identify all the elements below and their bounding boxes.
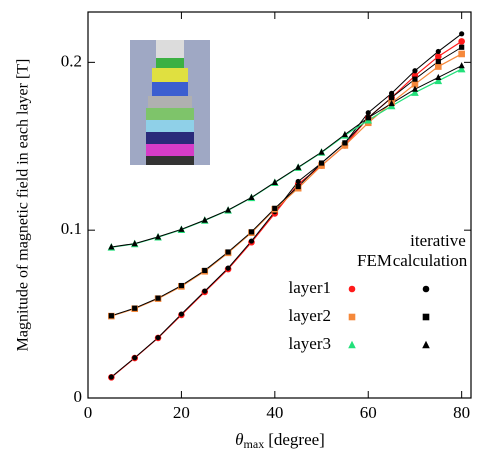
legend-fem-header: FEM — [357, 251, 392, 270]
fem-point — [435, 53, 442, 60]
inset-image — [130, 40, 210, 165]
x-label-subscript: max — [244, 437, 265, 451]
x-tick-label: 20 — [173, 403, 190, 422]
y-tick-label: 0.2 — [61, 51, 82, 70]
iterative-point — [109, 374, 114, 379]
iterative-point — [459, 45, 464, 50]
iterative-point — [249, 238, 254, 243]
fem-point — [458, 51, 465, 58]
iterative-point — [342, 140, 347, 145]
x-tick-label: 60 — [360, 403, 377, 422]
iterative-point — [319, 160, 324, 165]
fem-point — [458, 38, 465, 45]
iterative-point — [459, 62, 465, 68]
iterative-point — [436, 59, 441, 64]
legend-label: layer1 — [289, 278, 331, 297]
legend-iterative-header: iterative — [410, 231, 466, 250]
x-tick-label: 40 — [266, 403, 283, 422]
fem-point — [435, 63, 442, 70]
iterative-point — [155, 335, 160, 340]
iterative-point — [179, 311, 184, 316]
iterative-point — [202, 268, 207, 273]
iterative-point — [132, 306, 137, 311]
iterative-point — [412, 77, 417, 82]
iterative-point — [109, 313, 114, 318]
iterative-point — [412, 68, 417, 73]
x-axis-label: θmax[degree] — [235, 430, 325, 451]
iterative-point — [226, 266, 231, 271]
iterative-point — [296, 179, 301, 184]
legend-fem-marker — [349, 314, 356, 321]
iterative-point — [179, 283, 184, 288]
legend-fem-marker — [348, 341, 356, 349]
legend-iterative-marker — [423, 314, 430, 321]
iterative-point — [296, 184, 301, 189]
x-tick-label: 80 — [453, 403, 470, 422]
legend-label: layer3 — [289, 334, 331, 353]
iterative-point — [202, 288, 207, 293]
iterative-point — [272, 206, 277, 211]
x-label-symbol: θ — [235, 430, 243, 449]
iterative-point — [435, 74, 441, 80]
legend-iterative-marker — [423, 286, 430, 293]
chart: Magnitude of magnetic field in each laye… — [0, 0, 481, 457]
iterative-point — [132, 355, 137, 360]
legend-iterative-header: calculation — [393, 251, 468, 270]
legend-label: layer2 — [289, 306, 331, 325]
y-tick-label: 0 — [74, 387, 83, 406]
iterative-point — [436, 49, 441, 54]
iterative-point — [318, 149, 324, 155]
iterative-point — [249, 229, 254, 234]
iterative-point — [226, 249, 231, 254]
y-tick-label: 0.1 — [61, 219, 82, 238]
x-label-unit: [degree] — [268, 430, 325, 449]
iterative-point — [389, 95, 394, 100]
x-tick-label: 0 — [84, 403, 93, 422]
iterative-point — [155, 296, 160, 301]
legend-iterative-marker — [422, 341, 430, 349]
iterative-point — [459, 31, 464, 36]
y-axis-label: Magnitude of magnetic field in each laye… — [15, 59, 32, 352]
legend-fem-marker — [349, 286, 356, 293]
